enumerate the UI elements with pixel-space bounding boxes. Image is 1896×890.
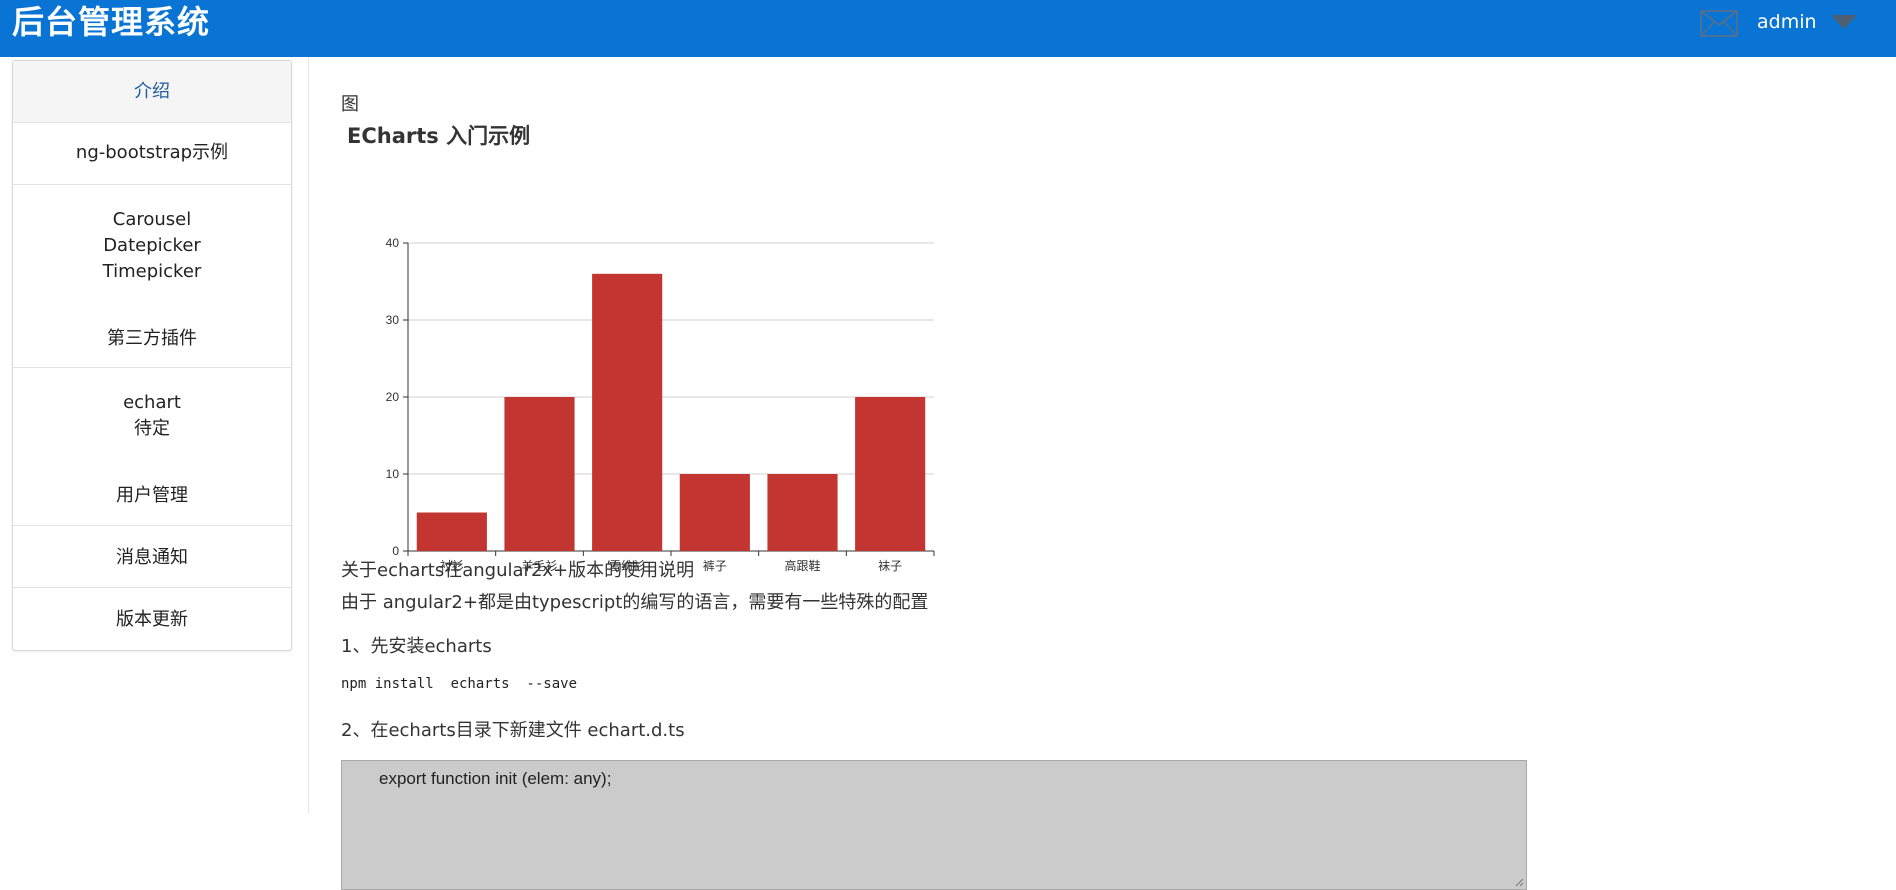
- x-tick-label: 羊毛衫: [521, 558, 557, 573]
- sidebar-item-label: Datepicker: [103, 235, 201, 256]
- breadcrumb: 图: [341, 94, 359, 115]
- y-tick-label: 0: [392, 544, 399, 558]
- user-menu-name[interactable]: admin: [1757, 11, 1817, 33]
- sidebar-item-label: 用户管理: [116, 485, 188, 506]
- sidebar-item-label: 待定: [134, 418, 170, 439]
- caret-down-icon[interactable]: [1830, 14, 1858, 30]
- sidebar: 介绍 ng-bootstrap示例 Carousel Datepicker Ti…: [0, 57, 309, 814]
- sidebar-item-intro[interactable]: 介绍: [13, 61, 291, 122]
- y-tick-label: 10: [386, 467, 400, 481]
- sidebar-item-label: ng-bootstrap示例: [75, 142, 229, 163]
- x-tick-label: 雪纺衫: [609, 559, 645, 573]
- sidebar-item-echart[interactable]: echart 待定: [13, 390, 291, 442]
- sidebar-item-label: 消息通知: [116, 547, 188, 568]
- divider: [13, 367, 291, 368]
- x-tick-label: 衬衫: [440, 559, 464, 573]
- step-2-heading: 2、在echarts目录下新建文件 echart.d.ts: [341, 720, 685, 741]
- chart-title: ECharts 入门示例: [347, 124, 531, 148]
- sidebar-menu: 介绍 ng-bootstrap示例 Carousel Datepicker Ti…: [12, 60, 292, 651]
- sidebar-item-label: Timepicker: [102, 261, 202, 282]
- app-title: 后台管理系统: [12, 3, 211, 41]
- code-text: export function init (elem: any);: [379, 769, 612, 788]
- x-tick-label: 高跟鞋: [784, 558, 820, 573]
- step-1-heading: 1、先安装echarts: [341, 636, 492, 657]
- sidebar-item-label: 版本更新: [116, 609, 188, 630]
- resize-handle-icon[interactable]: [1514, 877, 1524, 887]
- bar: [679, 474, 750, 551]
- y-tick-label: 30: [386, 313, 400, 327]
- bar: [504, 397, 575, 551]
- divider: [13, 122, 291, 123]
- bar: [767, 474, 838, 551]
- mail-icon[interactable]: [1700, 10, 1738, 37]
- sidebar-item-third-party-plugins[interactable]: 第三方插件: [13, 326, 291, 352]
- sidebar-item-label: 第三方插件: [107, 328, 197, 349]
- bar: [855, 397, 926, 551]
- divider: [13, 587, 291, 588]
- divider: [13, 525, 291, 526]
- install-command: npm install echarts --save: [341, 676, 578, 692]
- config-paragraph: 由于 angular2+都是由typescript的编写的语言，需要有一些特殊的…: [341, 592, 929, 613]
- x-tick-label: 袜子: [878, 559, 902, 573]
- x-tick-label: 裤子: [703, 559, 727, 573]
- sidebar-item-label: Carousel: [112, 209, 192, 230]
- bar: [592, 273, 663, 551]
- sidebar-item-user-management[interactable]: 用户管理: [13, 483, 291, 509]
- divider: [13, 184, 291, 185]
- sidebar-item-version-updates[interactable]: 版本更新: [13, 607, 291, 633]
- sidebar-item-components[interactable]: Carousel Datepicker Timepicker: [13, 207, 291, 285]
- code-textarea[interactable]: export function init (elem: any);: [341, 760, 1527, 890]
- intro-paragraph: 关于echarts在angular2x+版本的使用说明: [341, 560, 695, 581]
- bar: [416, 512, 487, 551]
- y-tick-label: 20: [386, 390, 400, 404]
- y-tick-label: 40: [386, 236, 400, 250]
- sidebar-item-label: 介绍: [134, 81, 170, 102]
- sidebar-item-notifications[interactable]: 消息通知: [13, 545, 291, 571]
- sidebar-item-label: echart: [123, 392, 181, 413]
- top-navbar: 后台管理系统 admin: [0, 0, 1896, 57]
- sidebar-item-ng-bootstrap[interactable]: ng-bootstrap示例: [13, 123, 291, 184]
- bar-chart: 0 10 20 30 40 衬衫 羊毛衫 雪纺衫 裤子 高跟鞋 袜子: [386, 236, 935, 573]
